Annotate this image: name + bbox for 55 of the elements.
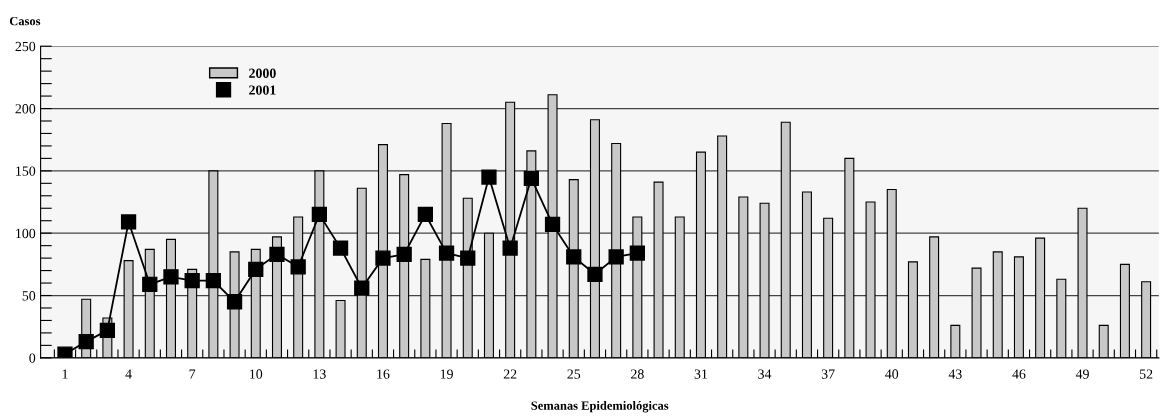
point: [78, 333, 94, 350]
point: [417, 206, 433, 223]
point: [629, 245, 645, 261]
point: [396, 246, 412, 263]
x-tick-label: 10: [250, 369, 263, 379]
point: [523, 170, 539, 186]
x-tick-label: 25: [567, 369, 581, 379]
point: [205, 272, 222, 289]
point: [544, 216, 561, 233]
x-tick-label: 40: [885, 369, 899, 379]
y-axis-title: Casos: [9, 16, 41, 26]
point: [142, 276, 158, 292]
x-tick-label: 43: [948, 369, 962, 379]
point: [438, 245, 455, 261]
point: [163, 269, 179, 285]
point: [226, 294, 243, 310]
y-tick-label: 100: [16, 228, 36, 239]
x-tick-label: 46: [1012, 369, 1026, 379]
y-tick-label: 200: [15, 104, 36, 114]
point: [332, 240, 349, 256]
x-tick-label: 19: [440, 369, 453, 379]
x-tick-label: 37: [821, 369, 835, 379]
x-tick-label: 52: [1139, 369, 1153, 379]
x-tick-label: 4: [125, 369, 132, 379]
point: [248, 261, 264, 277]
y-tick-label: 250: [15, 41, 36, 52]
x-tick-label: 16: [377, 369, 390, 379]
point: [587, 266, 603, 282]
point: [502, 240, 518, 256]
point: [184, 272, 200, 289]
x-tick-label: 7: [189, 369, 196, 379]
point: [481, 169, 497, 185]
point: [120, 214, 137, 230]
x-tick-label: 28: [631, 369, 644, 379]
point: [354, 280, 370, 296]
point: [375, 250, 391, 266]
legend-label: 2000: [249, 68, 276, 78]
point: [608, 249, 624, 265]
y-tick-label: 0: [29, 353, 36, 363]
point: [311, 206, 328, 223]
legend-label: 2001: [249, 85, 276, 95]
point: [269, 246, 285, 263]
x-tick-label: 22: [503, 369, 517, 379]
point: [99, 322, 116, 339]
x-tick-label: 1: [62, 369, 68, 379]
y-tick-label: 150: [16, 166, 36, 176]
x-tick-label: 31: [694, 369, 708, 379]
point: [566, 249, 582, 265]
x-tick-label: 49: [1075, 369, 1089, 379]
x-tick-label: 13: [313, 369, 326, 379]
point: [460, 250, 476, 266]
point: [290, 259, 306, 275]
y-tick-label: 50: [22, 291, 36, 301]
x-tick-label: 34: [758, 369, 772, 379]
x-axis-title: Semanas Epidemiológicas: [531, 400, 669, 413]
